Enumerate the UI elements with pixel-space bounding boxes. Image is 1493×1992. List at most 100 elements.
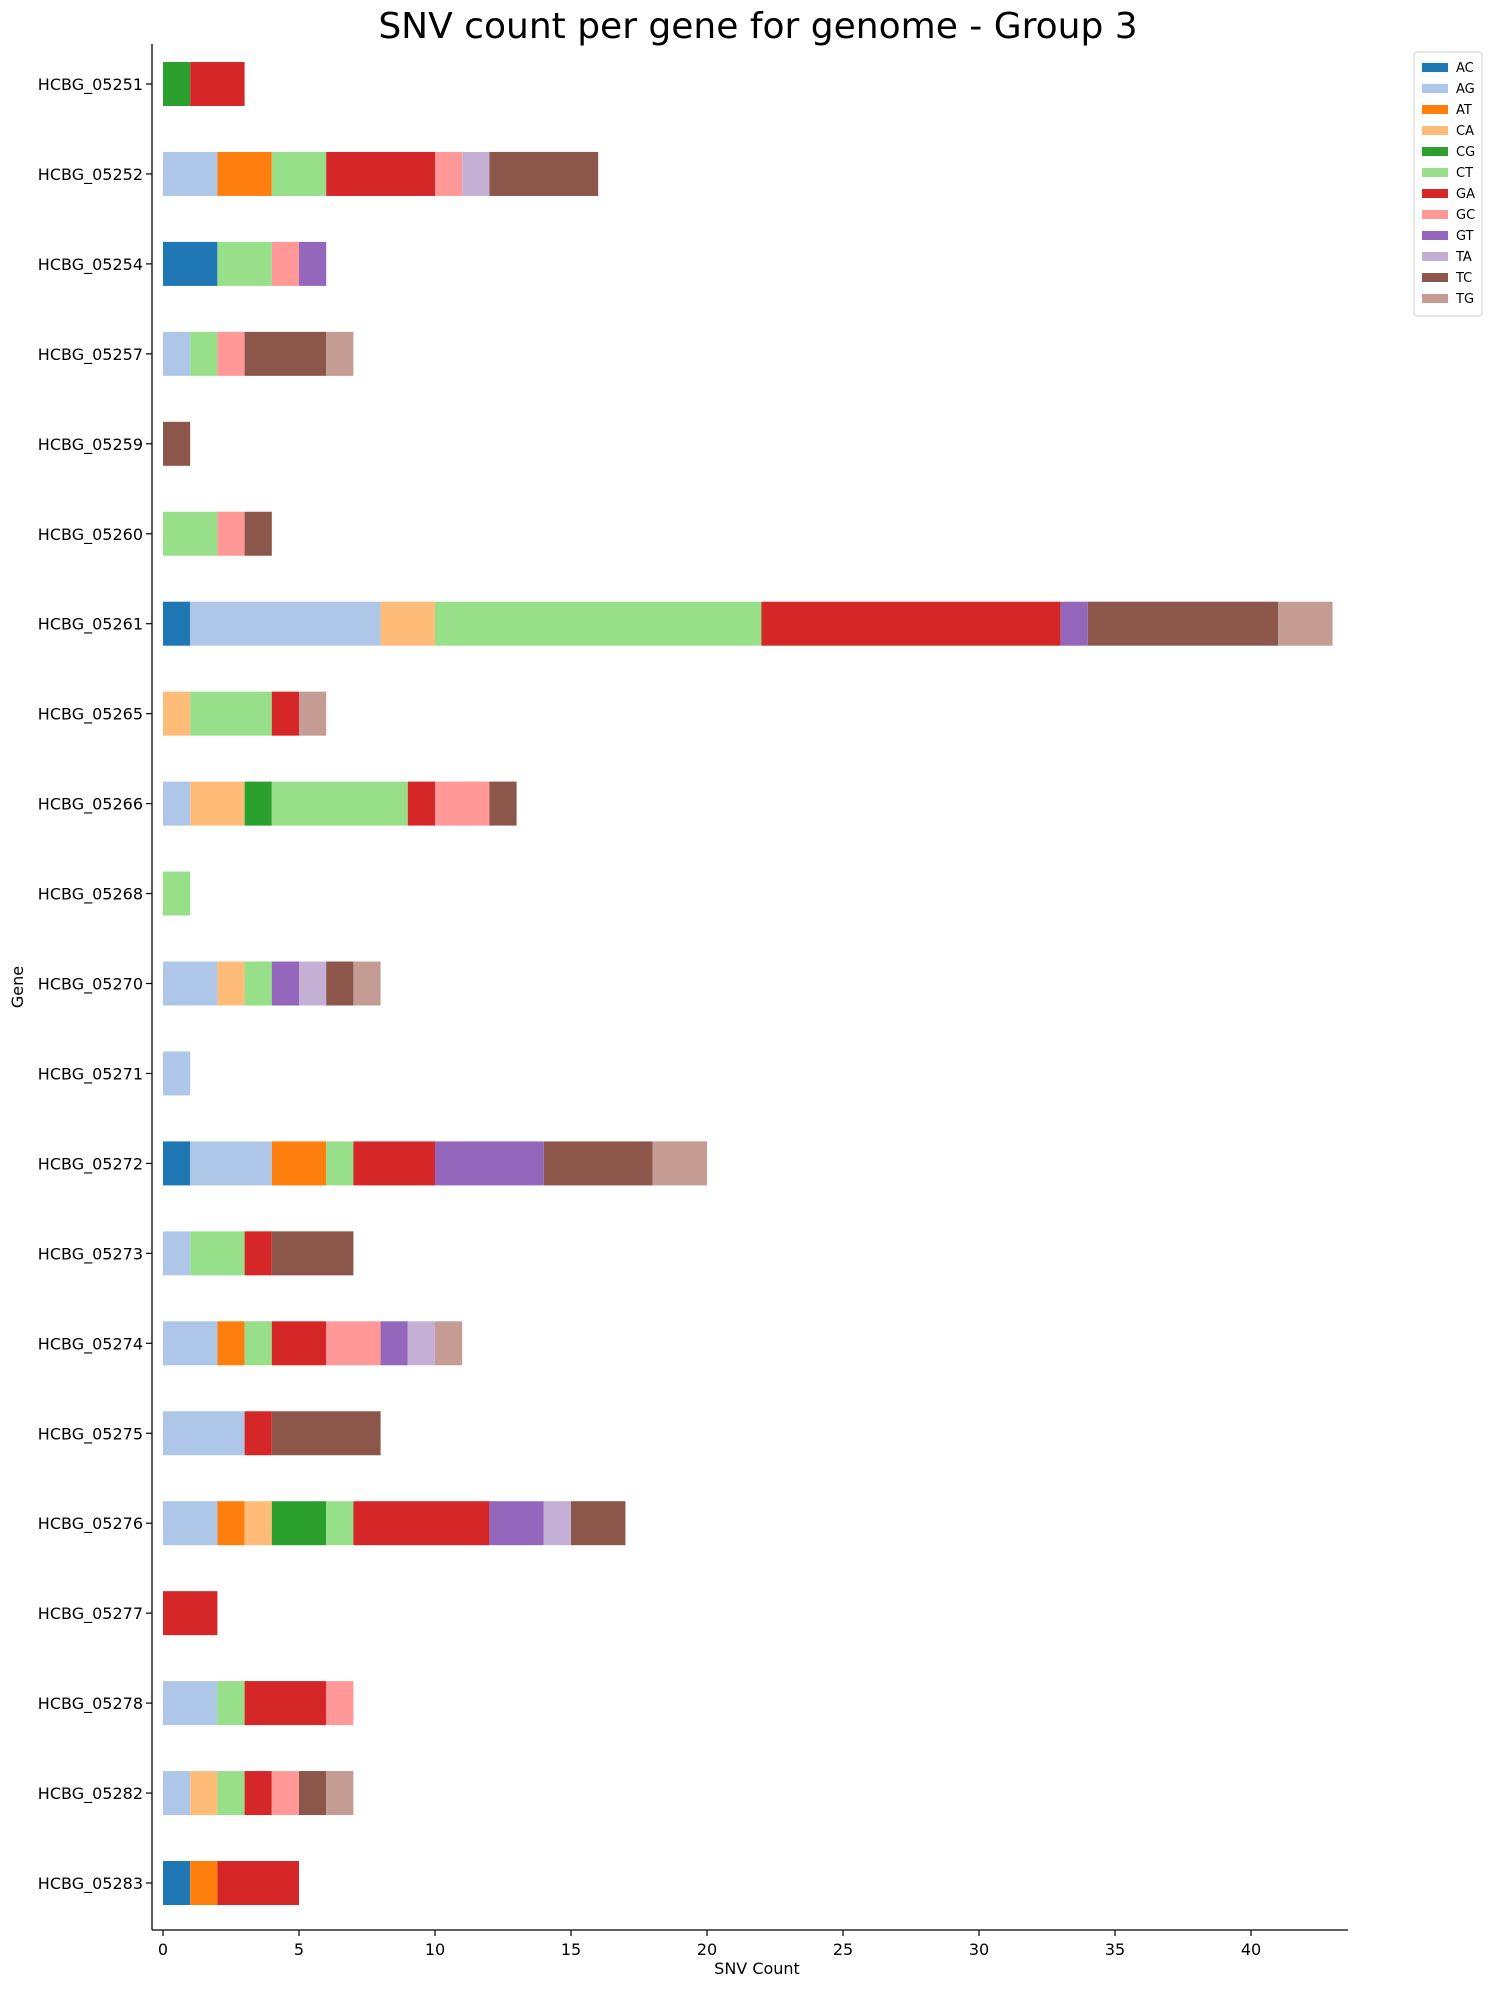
y-tick-label: HCBG_05257 [38,345,143,365]
bar-hcbg_05251-cg [163,62,191,106]
legend-swatch-cg [1422,147,1448,156]
legend-swatch-gt [1422,231,1448,240]
legend-label-ag: AG [1456,82,1475,97]
bar-hcbg_05273-ct [190,1231,245,1276]
x-tick-label: 15 [561,1940,581,1959]
legend-swatch-ag [1422,84,1448,93]
y-tick-label: HCBG_05266 [38,795,143,815]
bar-hcbg_05274-ta [407,1321,435,1366]
bar-hcbg_05274-tg [435,1321,463,1366]
bar-hcbg_05273-ga [244,1231,272,1276]
bar-hcbg_05273-ag [163,1231,191,1276]
bar-hcbg_05278-ag [163,1681,218,1726]
bar-hcbg_05276-ag [163,1501,218,1546]
y-tick-label: HCBG_05252 [38,165,143,185]
bar-hcbg_05270-tc [326,961,354,1006]
bar-hcbg_05270-tg [353,961,381,1006]
bar-hcbg_05260-tc [244,511,272,556]
bar-hcbg_05257-tc [244,331,327,376]
bar-hcbg_05276-cg [271,1501,327,1546]
bar-hcbg_05260-gc [217,511,245,556]
bar-hcbg_05268-ct [163,871,191,916]
bar-hcbg_05254-gc [271,241,299,286]
bar-hcbg_05270-ct [244,961,272,1006]
legend-label-tg: TG [1455,292,1474,307]
y-axis-label: Gene [8,966,27,1008]
bar-hcbg_05282-tg [326,1771,354,1816]
legend-swatch-at [1422,105,1448,114]
bar-hcbg_05278-gc [326,1681,354,1726]
bar-hcbg_05261-ag [190,601,381,646]
bar-hcbg_05266-ga [407,781,435,826]
legend-label-ca: CA [1456,124,1474,139]
bar-hcbg_05276-at [217,1501,245,1546]
bar-hcbg_05254-ct [217,241,272,286]
x-tick-label: 10 [425,1940,445,1959]
x-tick-label: 20 [697,1940,717,1959]
bar-hcbg_05272-at [271,1141,327,1186]
bar-hcbg_05274-gc [326,1321,381,1366]
bar-hcbg_05274-at [217,1321,245,1366]
bar-hcbg_05275-tc [271,1411,381,1456]
bar-hcbg_05277-ga [163,1591,218,1636]
bar-hcbg_05272-gt [435,1141,544,1186]
bar-hcbg_05265-ct [190,691,272,736]
bar-hcbg_05266-ct [271,781,408,826]
bar-hcbg_05259-tc [163,421,191,466]
legend-label-ta: TA [1455,250,1472,265]
bar-hcbg_05265-ca [163,691,191,736]
y-tick-label: HCBG_05276 [38,1514,143,1534]
bar-hcbg_05252-tc [489,151,599,196]
x-tick-label: 30 [969,1940,989,1959]
y-tick-label: HCBG_05271 [38,1064,143,1084]
y-tick-label: HCBG_05251 [38,75,143,95]
y-tick-label: HCBG_05278 [38,1694,143,1714]
y-tick-label: HCBG_05275 [38,1424,143,1444]
y-tick-label: HCBG_05274 [38,1334,143,1354]
legend-label-gt: GT [1456,229,1474,244]
y-tick-label: HCBG_05260 [38,525,143,545]
legend-swatch-ca [1422,126,1448,135]
x-axis-ticks: 0 5 10 15 20 25 30 35 40 [158,1930,1261,1959]
x-tick-label: 0 [158,1940,168,1959]
bar-hcbg_05272-tg [652,1141,707,1186]
bar-hcbg_05274-ga [271,1321,327,1366]
bar-hcbg_05283-at [190,1861,218,1905]
bar-hcbg_05270-gt [271,961,299,1006]
bar-hcbg_05261-ga [761,601,1061,646]
bar-hcbg_05257-ag [163,331,191,376]
bar-hcbg_05257-ct [190,331,218,376]
bar-hcbg_05270-ta [299,961,327,1006]
bar-hcbg_05261-tg [1278,601,1333,646]
bar-hcbg_05266-ca [190,781,245,826]
bar-hcbg_05273-tc [271,1231,354,1276]
y-tick-label: HCBG_05268 [38,885,143,905]
bar-hcbg_05275-ga [244,1411,272,1456]
legend-swatch-tg [1422,294,1448,303]
bar-hcbg_05276-ta [543,1501,571,1546]
bar-hcbg_05282-ca [190,1771,218,1816]
x-tick-label: 5 [294,1940,304,1959]
bar-hcbg_05275-ag [163,1411,245,1456]
bar-hcbg_05282-ga [244,1771,272,1816]
bar-hcbg_05276-ct [326,1501,354,1546]
bar-hcbg_05272-tc [543,1141,653,1186]
y-tick-label: HCBG_05272 [38,1154,143,1174]
legend-swatch-ac [1422,63,1448,72]
legend-label-ct: CT [1456,166,1473,181]
x-tick-label: 40 [1241,1940,1261,1959]
bar-hcbg_05270-ag [163,961,218,1006]
bar-hcbg_05272-ag [190,1141,272,1186]
y-tick-label: HCBG_05261 [38,615,143,635]
bar-hcbg_05266-tc [489,781,517,826]
bar-hcbg_05251-ga [190,62,245,106]
legend-label-ga: GA [1456,187,1475,202]
y-tick-label: HCBG_05254 [38,255,143,275]
bar-hcbg_05254-gt [299,241,327,286]
bar-hcbg_05276-ca [244,1501,272,1546]
legend-label-ac: AC [1456,61,1474,76]
bar-hcbg_05276-ga [353,1501,490,1546]
bar-hcbg_05283-ga [217,1861,299,1905]
bar-hcbg_05261-gt [1060,601,1088,646]
